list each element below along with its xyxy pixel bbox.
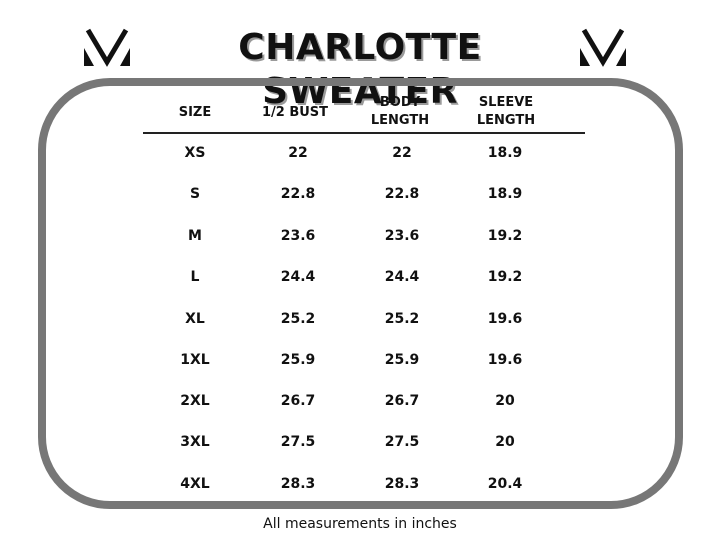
cell-body: 28.3 (384, 476, 420, 492)
cell-sleeve: 20 (495, 434, 515, 450)
cell-size: 4XL (180, 476, 210, 492)
v-chevron-logo-icon (580, 28, 626, 67)
cell-sleeve: 19.6 (487, 352, 523, 368)
header-text: SLEEVE (478, 95, 534, 110)
header-size: SIZE (160, 104, 230, 122)
page-title: CHARLOTTE SWEATER (238, 27, 482, 112)
cell-size: L (190, 269, 200, 285)
cell-size: 2XL (180, 393, 210, 409)
header-text: 1/2 BUST (261, 105, 329, 120)
cell-sleeve: 19.2 (487, 269, 523, 285)
header-divider (143, 132, 585, 134)
cell-bust: 25.9 (280, 352, 316, 368)
header-text: LENGTH (476, 113, 536, 128)
cell-body: 25.2 (384, 311, 420, 327)
cell-bust: 25.2 (280, 311, 316, 327)
cell-sleeve: 18.9 (487, 145, 523, 161)
cell-sleeve: 19.6 (487, 311, 523, 327)
cell-size: 3XL (180, 434, 210, 450)
header-bust: 1/2 BUST (250, 104, 340, 122)
cell-sleeve: 18.9 (487, 186, 523, 202)
cell-bust: 23.6 (280, 228, 316, 244)
cell-body: 25.9 (384, 352, 420, 368)
size-chart-frame (38, 78, 683, 509)
cell-bust: 22.8 (280, 186, 316, 202)
cell-size: S (189, 186, 201, 202)
v-chevron-logo-icon (84, 28, 130, 67)
cell-sleeve: 20 (495, 393, 515, 409)
cell-body: 26.7 (384, 393, 420, 409)
cell-bust: 26.7 (280, 393, 316, 409)
cell-bust: 28.3 (280, 476, 316, 492)
cell-size: M (188, 228, 202, 244)
cell-bust: 27.5 (280, 434, 316, 450)
cell-bust: 22 (288, 145, 308, 161)
cell-sleeve: 20.4 (487, 476, 523, 492)
header-text: SIZE (178, 105, 212, 120)
cell-body: 22.8 (384, 186, 420, 202)
title-row: CHARLOTTE SWEATER (0, 12, 720, 112)
cell-sleeve: 19.2 (487, 228, 523, 244)
cell-body: 23.6 (384, 228, 420, 244)
header-text: BODY (379, 95, 421, 110)
cell-body: 22 (392, 145, 412, 161)
measurement-note: All measurements in inches (263, 516, 457, 532)
header-sleeve-length: SLEEVE LENGTH (466, 94, 546, 130)
cell-size: 1XL (180, 352, 210, 368)
cell-size: XL (185, 311, 205, 327)
header-text: LENGTH (370, 113, 430, 128)
cell-size: XS (184, 145, 206, 161)
cell-bust: 24.4 (280, 269, 316, 285)
cell-body: 24.4 (384, 269, 420, 285)
header-body-length: BODY LENGTH (360, 94, 440, 130)
cell-body: 27.5 (384, 434, 420, 450)
